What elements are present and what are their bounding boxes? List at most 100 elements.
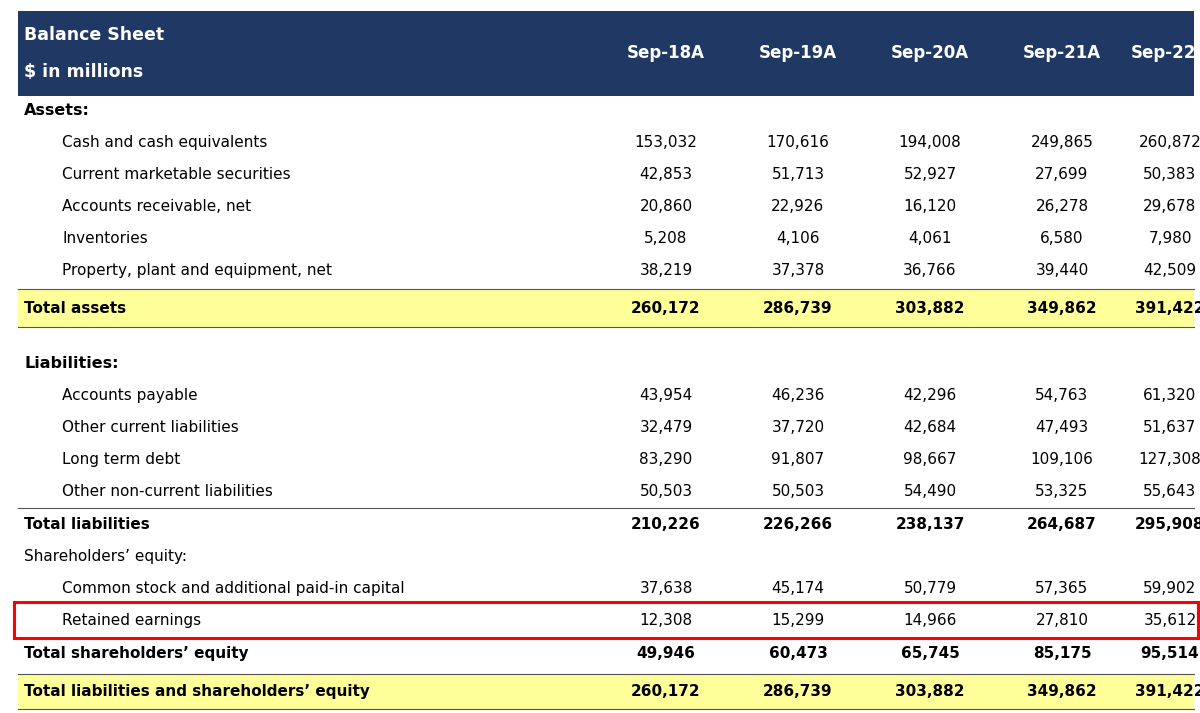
Text: 16,120: 16,120 <box>904 199 956 215</box>
Text: 32,479: 32,479 <box>640 420 692 436</box>
Text: 153,032: 153,032 <box>635 135 697 150</box>
Text: 50,503: 50,503 <box>772 484 824 500</box>
Text: 37,378: 37,378 <box>772 263 824 279</box>
Text: $ in millions: $ in millions <box>24 63 143 81</box>
Text: 85,175: 85,175 <box>1033 646 1091 662</box>
Text: 286,739: 286,739 <box>763 684 833 699</box>
Text: 49,946: 49,946 <box>636 646 696 662</box>
Text: 210,226: 210,226 <box>631 516 701 532</box>
Text: 65,745: 65,745 <box>900 646 960 662</box>
Text: 45,174: 45,174 <box>772 580 824 596</box>
Text: 38,219: 38,219 <box>640 263 692 279</box>
Text: Retained earnings: Retained earnings <box>62 612 202 628</box>
Text: 14,966: 14,966 <box>904 612 956 628</box>
Text: 95,514: 95,514 <box>1141 646 1199 662</box>
Bar <box>18 674 1194 709</box>
Text: Property, plant and equipment, net: Property, plant and equipment, net <box>62 263 332 279</box>
Text: 6,580: 6,580 <box>1040 231 1084 247</box>
Text: 50,779: 50,779 <box>904 580 956 596</box>
Text: 303,882: 303,882 <box>895 300 965 316</box>
Text: Other current liabilities: Other current liabilities <box>62 420 239 436</box>
Text: Total liabilities: Total liabilities <box>24 516 150 532</box>
Text: 55,643: 55,643 <box>1144 484 1196 500</box>
Text: 286,739: 286,739 <box>763 300 833 316</box>
Text: Shareholders’ equity:: Shareholders’ equity: <box>24 548 187 564</box>
Bar <box>18 11 1194 96</box>
Text: 249,865: 249,865 <box>1031 135 1093 150</box>
Text: 51,713: 51,713 <box>772 167 824 183</box>
Text: 20,860: 20,860 <box>640 199 692 215</box>
Text: 42,296: 42,296 <box>904 388 956 404</box>
Text: Total assets: Total assets <box>24 300 126 316</box>
Text: 91,807: 91,807 <box>772 452 824 468</box>
Text: 12,308: 12,308 <box>640 612 692 628</box>
Text: 39,440: 39,440 <box>1036 263 1088 279</box>
Text: Accounts receivable, net: Accounts receivable, net <box>62 199 252 215</box>
Text: 391,422: 391,422 <box>1135 300 1200 316</box>
Text: Sep-21A: Sep-21A <box>1022 44 1102 63</box>
Text: 109,106: 109,106 <box>1031 452 1093 468</box>
Text: Inventories: Inventories <box>62 231 148 247</box>
Text: 50,503: 50,503 <box>640 484 692 500</box>
Text: Accounts payable: Accounts payable <box>62 388 198 404</box>
Text: 51,637: 51,637 <box>1144 420 1196 436</box>
Text: Current marketable securities: Current marketable securities <box>62 167 292 183</box>
Text: 26,278: 26,278 <box>1036 199 1088 215</box>
Text: Sep-22A: Sep-22A <box>1130 44 1200 63</box>
Text: 4,106: 4,106 <box>776 231 820 247</box>
Text: 42,853: 42,853 <box>640 167 692 183</box>
Text: 264,687: 264,687 <box>1027 516 1097 532</box>
Text: 36,766: 36,766 <box>904 263 956 279</box>
Text: 349,862: 349,862 <box>1027 684 1097 699</box>
Text: 50,383: 50,383 <box>1144 167 1196 183</box>
Text: Common stock and additional paid-in capital: Common stock and additional paid-in capi… <box>62 580 406 596</box>
Text: 53,325: 53,325 <box>1036 484 1088 500</box>
Text: 37,720: 37,720 <box>772 420 824 436</box>
Text: 60,473: 60,473 <box>768 646 828 662</box>
Text: 4,061: 4,061 <box>908 231 952 247</box>
Text: 29,678: 29,678 <box>1144 199 1196 215</box>
Text: 226,266: 226,266 <box>763 516 833 532</box>
Text: 194,008: 194,008 <box>899 135 961 150</box>
Text: 46,236: 46,236 <box>772 388 824 404</box>
Text: 57,365: 57,365 <box>1036 580 1088 596</box>
Text: 260,172: 260,172 <box>631 300 701 316</box>
Text: 98,667: 98,667 <box>904 452 956 468</box>
Text: Total liabilities and shareholders’ equity: Total liabilities and shareholders’ equi… <box>24 684 370 699</box>
Text: 391,422: 391,422 <box>1135 684 1200 699</box>
Text: 27,810: 27,810 <box>1036 612 1088 628</box>
Text: Total shareholders’ equity: Total shareholders’ equity <box>24 646 248 662</box>
Text: 37,638: 37,638 <box>640 580 692 596</box>
Text: Other non-current liabilities: Other non-current liabilities <box>62 484 274 500</box>
Text: 52,927: 52,927 <box>904 167 956 183</box>
Text: 42,509: 42,509 <box>1144 263 1196 279</box>
Text: Long term debt: Long term debt <box>62 452 181 468</box>
Text: Balance Sheet: Balance Sheet <box>24 26 164 43</box>
Text: 349,862: 349,862 <box>1027 300 1097 316</box>
Text: 22,926: 22,926 <box>772 199 824 215</box>
Text: 27,699: 27,699 <box>1036 167 1088 183</box>
Text: 260,172: 260,172 <box>631 684 701 699</box>
Bar <box>18 289 1194 327</box>
Text: Cash and cash equivalents: Cash and cash equivalents <box>62 135 268 150</box>
Text: 59,902: 59,902 <box>1144 580 1196 596</box>
Text: 303,882: 303,882 <box>895 684 965 699</box>
Text: 260,872: 260,872 <box>1139 135 1200 150</box>
Text: 15,299: 15,299 <box>772 612 824 628</box>
Text: 295,908: 295,908 <box>1135 516 1200 532</box>
Text: 54,763: 54,763 <box>1036 388 1088 404</box>
Text: 47,493: 47,493 <box>1036 420 1088 436</box>
Text: Sep-18A: Sep-18A <box>628 44 706 63</box>
Text: 35,612: 35,612 <box>1144 612 1196 628</box>
Text: Liabilities:: Liabilities: <box>24 356 119 371</box>
Text: 42,684: 42,684 <box>904 420 956 436</box>
Text: Assets:: Assets: <box>24 103 90 118</box>
Text: 54,490: 54,490 <box>904 484 956 500</box>
Text: Sep-20A: Sep-20A <box>890 44 970 63</box>
Text: 61,320: 61,320 <box>1144 388 1196 404</box>
Text: 43,954: 43,954 <box>640 388 692 404</box>
Text: 83,290: 83,290 <box>640 452 692 468</box>
Text: 238,137: 238,137 <box>895 516 965 532</box>
Text: 5,208: 5,208 <box>644 231 688 247</box>
Text: 170,616: 170,616 <box>767 135 829 150</box>
